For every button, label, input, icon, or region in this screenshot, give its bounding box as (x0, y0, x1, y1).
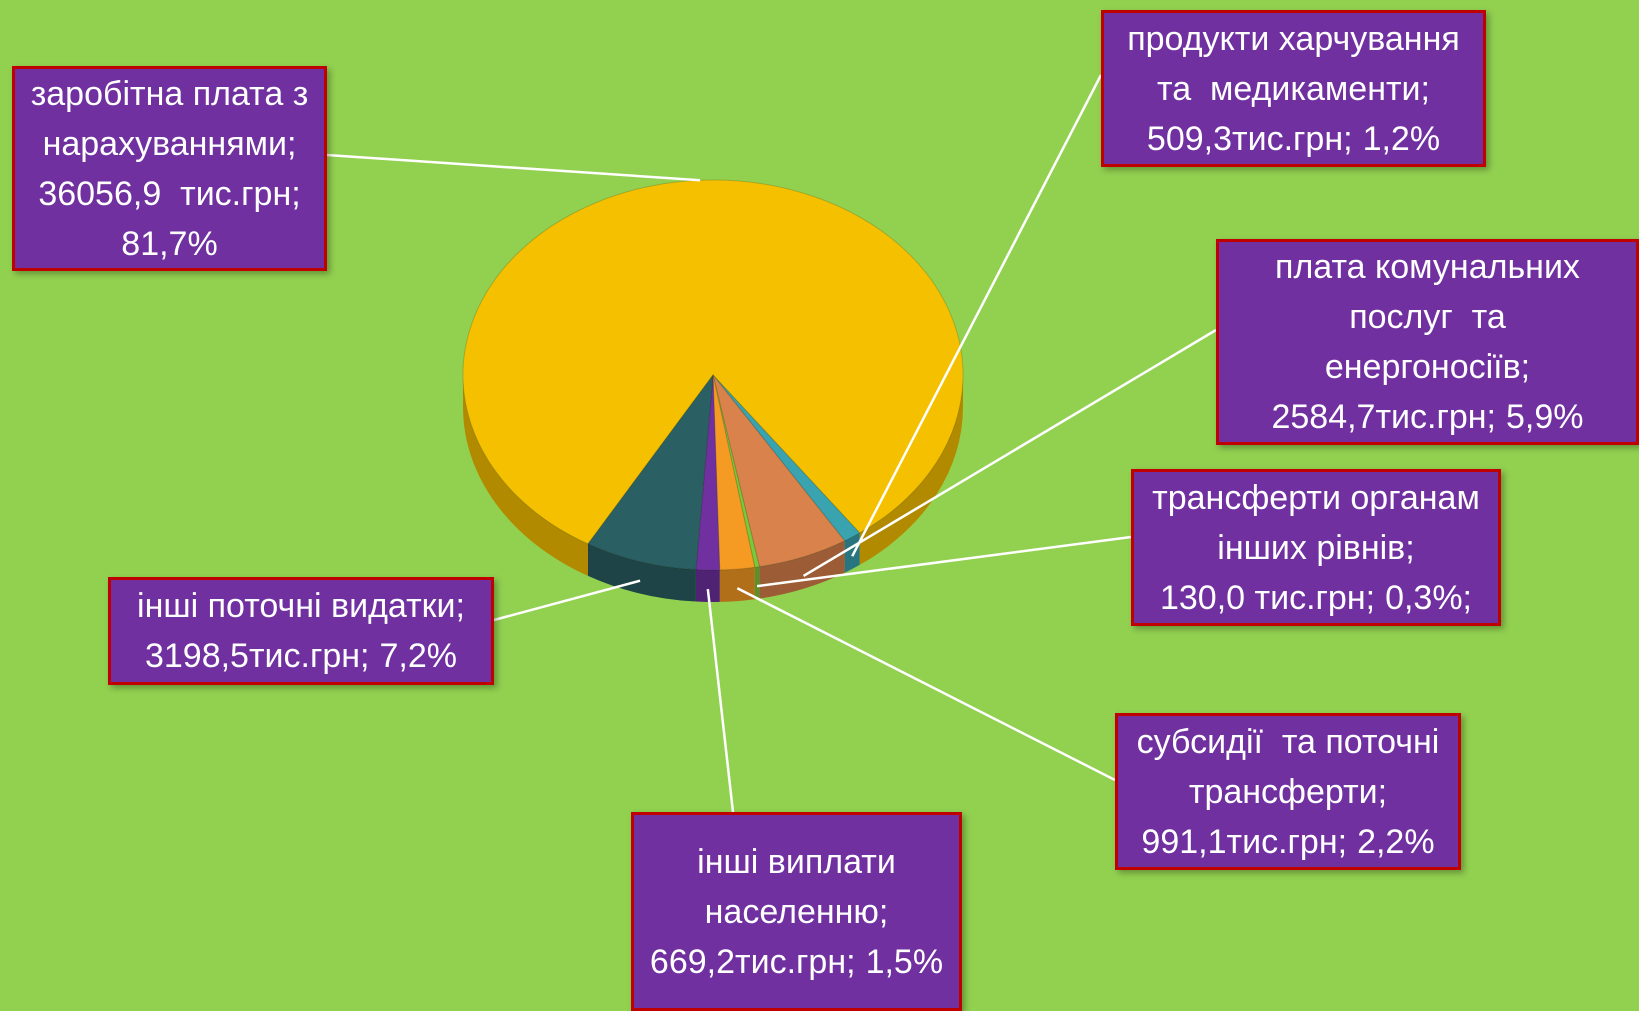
value-label: 509,3тис.грн; (1146, 119, 1353, 158)
category-label: інші поточні видатки; (137, 587, 465, 625)
slice-side-shade (754, 566, 760, 600)
leader-line (802, 328, 1217, 578)
category-label: енергоносіїв; (1324, 348, 1531, 386)
leader-line (736, 587, 1116, 782)
data-label-box: плата комунальних послуг та енергоносіїв; 2… (1216, 239, 1639, 445)
pie-slice (695, 374, 721, 571)
slice-side-shade (463, 375, 588, 576)
slice-side (588, 543, 696, 602)
value-row: 2584,7тис.грн; 5,9% (1219, 392, 1636, 442)
value-label: 991,1тис.грн; (1141, 822, 1348, 861)
leader-line (493, 579, 641, 622)
value-label: 130,0 тис.грн; (1159, 578, 1376, 617)
data-label-box: продукти харчування та медикаменти; 509,3т… (1101, 10, 1486, 167)
percent-label: 2,2% (1357, 822, 1435, 861)
percent-label: 81,7% (121, 224, 218, 263)
pie-slice (587, 373, 714, 571)
slice-side-shade (695, 569, 720, 602)
pie-slice (462, 179, 964, 545)
data-label-box: заробітна плата з нарахуваннями; 36056,9 т… (12, 66, 327, 271)
slice-side (754, 566, 760, 600)
category-label: заробітна плата з (30, 74, 309, 113)
leader-line (851, 74, 1103, 557)
slice-side (695, 569, 720, 602)
percent-label: 7,2% (379, 637, 458, 675)
leader-line (756, 535, 1132, 588)
pie-slice (712, 374, 760, 568)
category-label: послуг та (1349, 298, 1506, 336)
slice-side (463, 375, 588, 576)
slice-side-shade (844, 532, 860, 573)
data-label-box: субсидії та поточні трансферти; 991,1тис.г… (1115, 713, 1461, 870)
category-label: плата комунальних (1275, 248, 1580, 286)
percent-label: 5,9% (1506, 398, 1584, 436)
percent-label: 0,3%; (1385, 578, 1473, 617)
value-label: 3198,5тис.грн; (144, 637, 370, 675)
pie-tops (462, 179, 964, 571)
slice-side (859, 375, 963, 565)
category-label: трансферти; (1188, 772, 1388, 811)
value-label: 2584,7тис.грн; (1271, 398, 1497, 436)
category-label: субсидії та поточні (1136, 722, 1440, 761)
category-label: та медикаменти; (1157, 69, 1430, 108)
data-label-box: трансферти органам інших рівнів; 130,0 тис… (1131, 469, 1501, 626)
category-label: трансферти органам (1152, 478, 1480, 517)
value-row: 509,3тис.грн; 1,2% (1104, 114, 1483, 164)
value-row: 669,2тис.грн; 1,5% (634, 937, 959, 987)
leader-line (706, 589, 735, 813)
category-label: нарахуваннями; (42, 124, 297, 163)
slice-side-shade (859, 375, 963, 565)
value-label: 36056,9 тис.грн; (38, 174, 301, 213)
pie-slice (712, 374, 861, 542)
category-label: населенню; (704, 892, 889, 931)
pie-slice (712, 374, 756, 571)
slice-side-shade (588, 543, 696, 602)
leader-line (326, 153, 701, 182)
category-label: інших рівнів; (1217, 528, 1415, 567)
category-label: продукти харчування (1127, 19, 1460, 58)
percent-label: 1,2% (1362, 119, 1441, 158)
value-row: 130,0 тис.грн; 0,3%; (1134, 573, 1498, 623)
category-label: інші виплати (697, 842, 896, 881)
value-row: 991,1тис.грн; 2,2% (1118, 817, 1458, 867)
slice-side-shade (719, 567, 755, 602)
slice-side (844, 532, 860, 573)
data-label-box: інші виплати населенню; 669,2тис.грн; 1,5% (631, 812, 962, 1011)
percent-label: 1,5% (865, 942, 944, 981)
pie-slice (712, 374, 846, 568)
value-label: 669,2тис.грн; (649, 942, 856, 981)
value-row: 3198,5тис.грн; 7,2% (111, 631, 491, 681)
data-label-box: інші поточні видатки; 3198,5тис.грн; 7,2% (108, 577, 494, 685)
pie-sides (463, 375, 963, 602)
